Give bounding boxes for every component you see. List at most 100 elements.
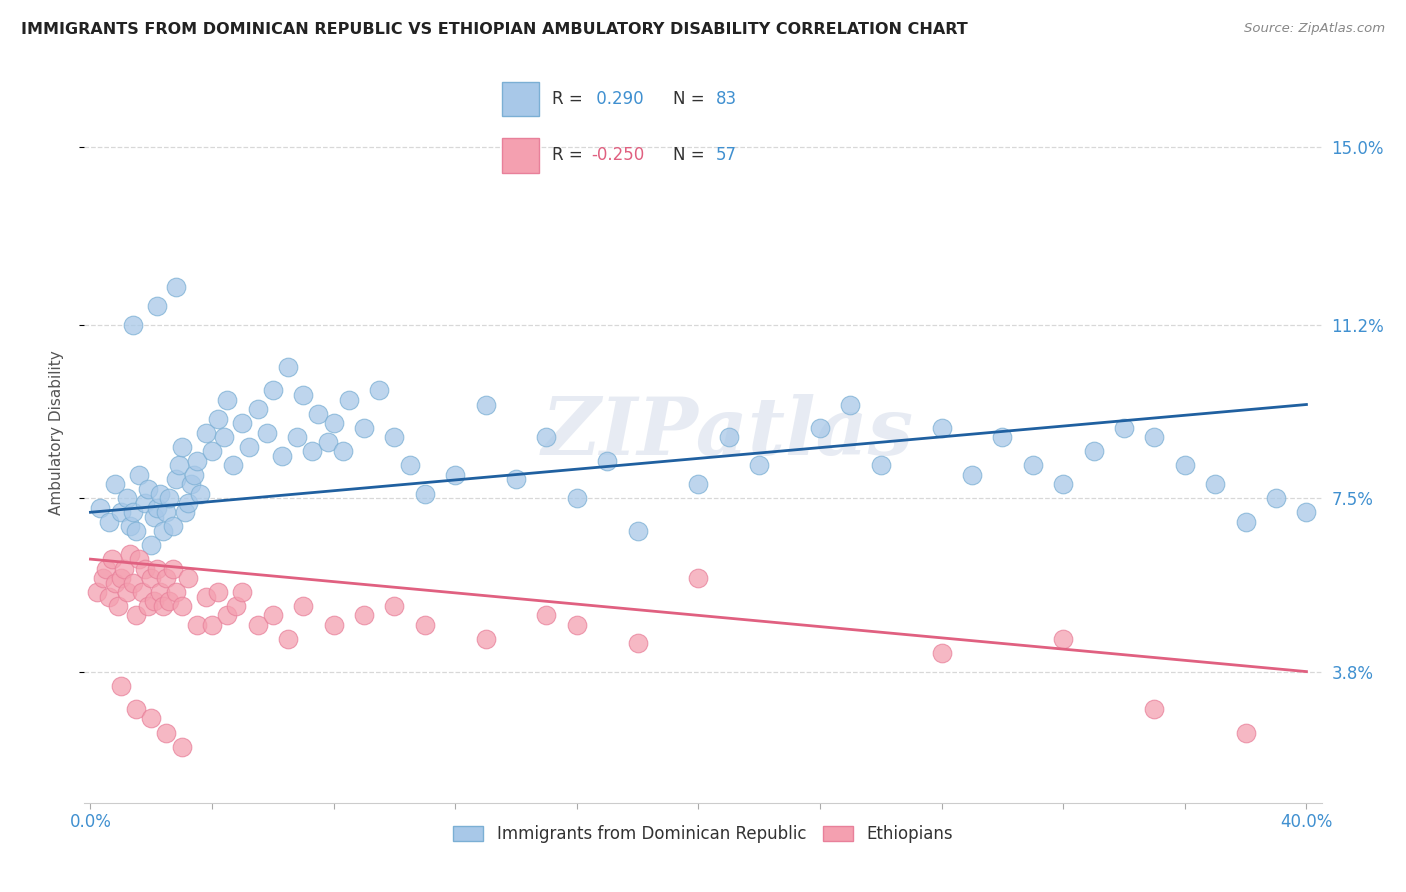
Point: [89, 500, 111, 515]
Point: [134, 496, 156, 510]
Point: [146, 500, 169, 515]
Point: [1143, 702, 1166, 716]
Point: [931, 646, 953, 660]
Point: [565, 617, 588, 632]
Point: [322, 617, 344, 632]
Point: [688, 571, 710, 585]
Point: [152, 524, 174, 538]
Point: [177, 496, 200, 510]
Point: [231, 585, 253, 599]
Point: [97, 515, 120, 529]
Point: [536, 430, 558, 444]
Point: [808, 421, 831, 435]
Point: [1083, 444, 1105, 458]
Point: [748, 458, 770, 473]
Point: [170, 440, 193, 454]
Point: [183, 467, 205, 482]
Point: [991, 430, 1014, 444]
Point: [125, 702, 148, 716]
Point: [337, 392, 360, 407]
Point: [165, 473, 187, 487]
Point: [627, 636, 650, 650]
Point: [565, 491, 588, 506]
Point: [134, 561, 156, 575]
Point: [1022, 458, 1045, 473]
Point: [146, 561, 169, 575]
Point: [165, 585, 187, 599]
Point: [110, 505, 132, 519]
Point: [322, 416, 344, 430]
Point: [146, 299, 169, 313]
Legend: Immigrants from Dominican Republic, Ethiopians: Immigrants from Dominican Republic, Ethi…: [447, 819, 959, 850]
Point: [104, 477, 127, 491]
Point: [165, 280, 187, 294]
Point: [368, 384, 391, 398]
Point: [159, 491, 181, 506]
Point: [110, 679, 132, 693]
Point: [159, 594, 181, 608]
Point: [1265, 491, 1288, 506]
Point: [536, 608, 558, 623]
Point: [128, 552, 150, 566]
Point: [112, 561, 135, 575]
Point: [155, 571, 177, 585]
Point: [141, 711, 163, 725]
Point: [398, 458, 420, 473]
Point: [207, 585, 229, 599]
Point: [444, 467, 467, 482]
Point: [149, 486, 172, 500]
Point: [167, 458, 190, 473]
Point: [246, 402, 269, 417]
Point: [201, 617, 224, 632]
Point: [1234, 515, 1257, 529]
Point: [688, 477, 710, 491]
Point: [141, 538, 163, 552]
Point: [869, 458, 891, 473]
Point: [97, 590, 120, 604]
Point: [91, 571, 114, 585]
Point: [292, 388, 315, 402]
Point: [122, 575, 145, 590]
Point: [474, 397, 496, 411]
Point: [143, 510, 166, 524]
Point: [128, 467, 150, 482]
Point: [231, 416, 253, 430]
Point: [162, 561, 184, 575]
Point: [1174, 458, 1197, 473]
Point: [292, 599, 315, 613]
Point: [217, 392, 239, 407]
Point: [194, 425, 217, 440]
Point: [217, 608, 239, 623]
Point: [170, 599, 193, 613]
Point: [271, 449, 294, 463]
Point: [100, 552, 122, 566]
Text: IMMIGRANTS FROM DOMINICAN REPUBLIC VS ETHIOPIAN AMBULATORY DISABILITY CORRELATIO: IMMIGRANTS FROM DOMINICAN REPUBLIC VS ET…: [21, 22, 967, 37]
Point: [143, 594, 166, 608]
Point: [188, 486, 211, 500]
Point: [316, 435, 339, 450]
Point: [931, 421, 953, 435]
Point: [1112, 421, 1135, 435]
Y-axis label: Ambulatory Disability: Ambulatory Disability: [49, 351, 63, 515]
Point: [186, 454, 208, 468]
Point: [110, 571, 132, 585]
Point: [162, 519, 184, 533]
Point: [413, 617, 436, 632]
Point: [1295, 505, 1317, 519]
Point: [1204, 477, 1226, 491]
Point: [118, 548, 141, 562]
Point: [384, 599, 406, 613]
Point: [170, 739, 193, 754]
Point: [1052, 477, 1074, 491]
Point: [86, 585, 108, 599]
Text: ZIPatlas: ZIPatlas: [541, 394, 914, 471]
Point: [353, 421, 375, 435]
Point: [104, 575, 127, 590]
Point: [332, 444, 354, 458]
Point: [413, 486, 436, 500]
Point: [180, 477, 202, 491]
Point: [212, 430, 235, 444]
Point: [177, 571, 200, 585]
Point: [301, 444, 323, 458]
Point: [115, 585, 138, 599]
